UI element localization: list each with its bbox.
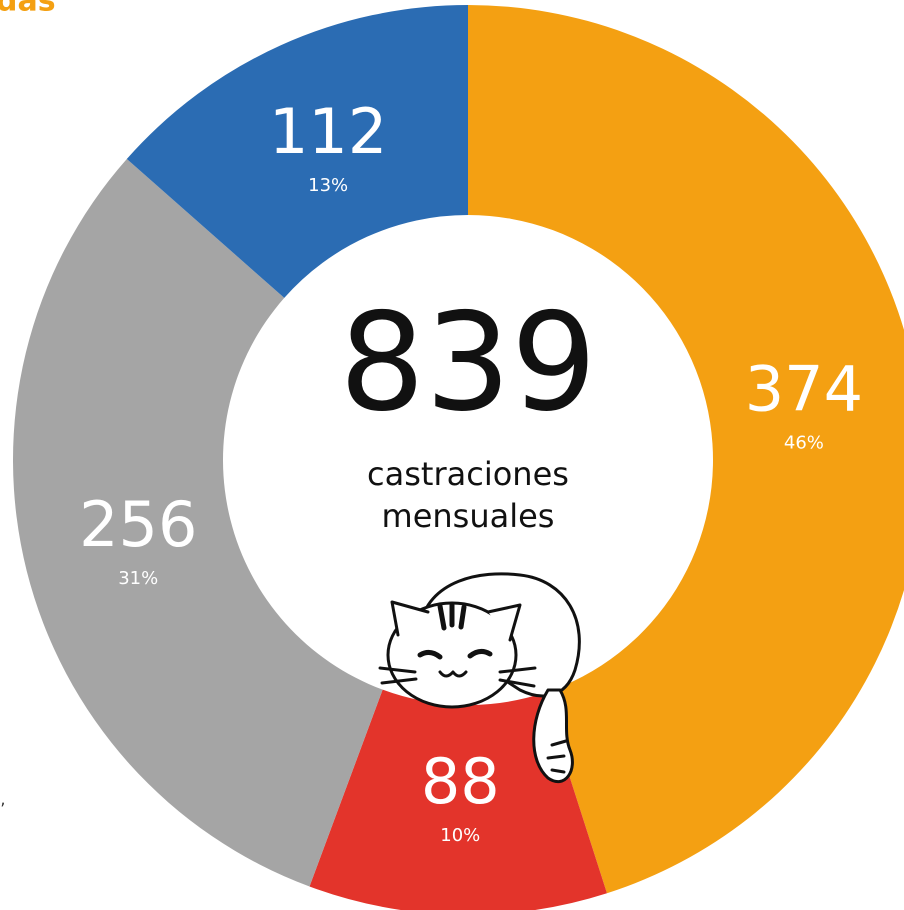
title-fragment: das	[0, 0, 56, 19]
slices	[12, 4, 904, 910]
cat-illustration	[378, 572, 581, 784]
center-label: mensuales	[382, 497, 555, 535]
slice	[468, 5, 904, 894]
percent-label: 46%	[784, 432, 824, 453]
labels: 374 46% 88 10% 256 31% 112 13%	[79, 95, 863, 846]
value-label: 88	[421, 745, 500, 818]
slice	[12, 158, 383, 887]
center-value: 839	[339, 284, 597, 441]
percent-label: 13%	[308, 175, 348, 196]
value-label: 256	[79, 488, 197, 561]
text-fragment: s,	[0, 790, 5, 809]
slice	[126, 4, 468, 298]
value-label: 112	[269, 95, 387, 168]
center-label: castraciones	[367, 455, 569, 493]
percent-label: 31%	[118, 568, 158, 589]
value-label: 374	[745, 353, 863, 426]
percent-label: 10%	[440, 825, 480, 846]
